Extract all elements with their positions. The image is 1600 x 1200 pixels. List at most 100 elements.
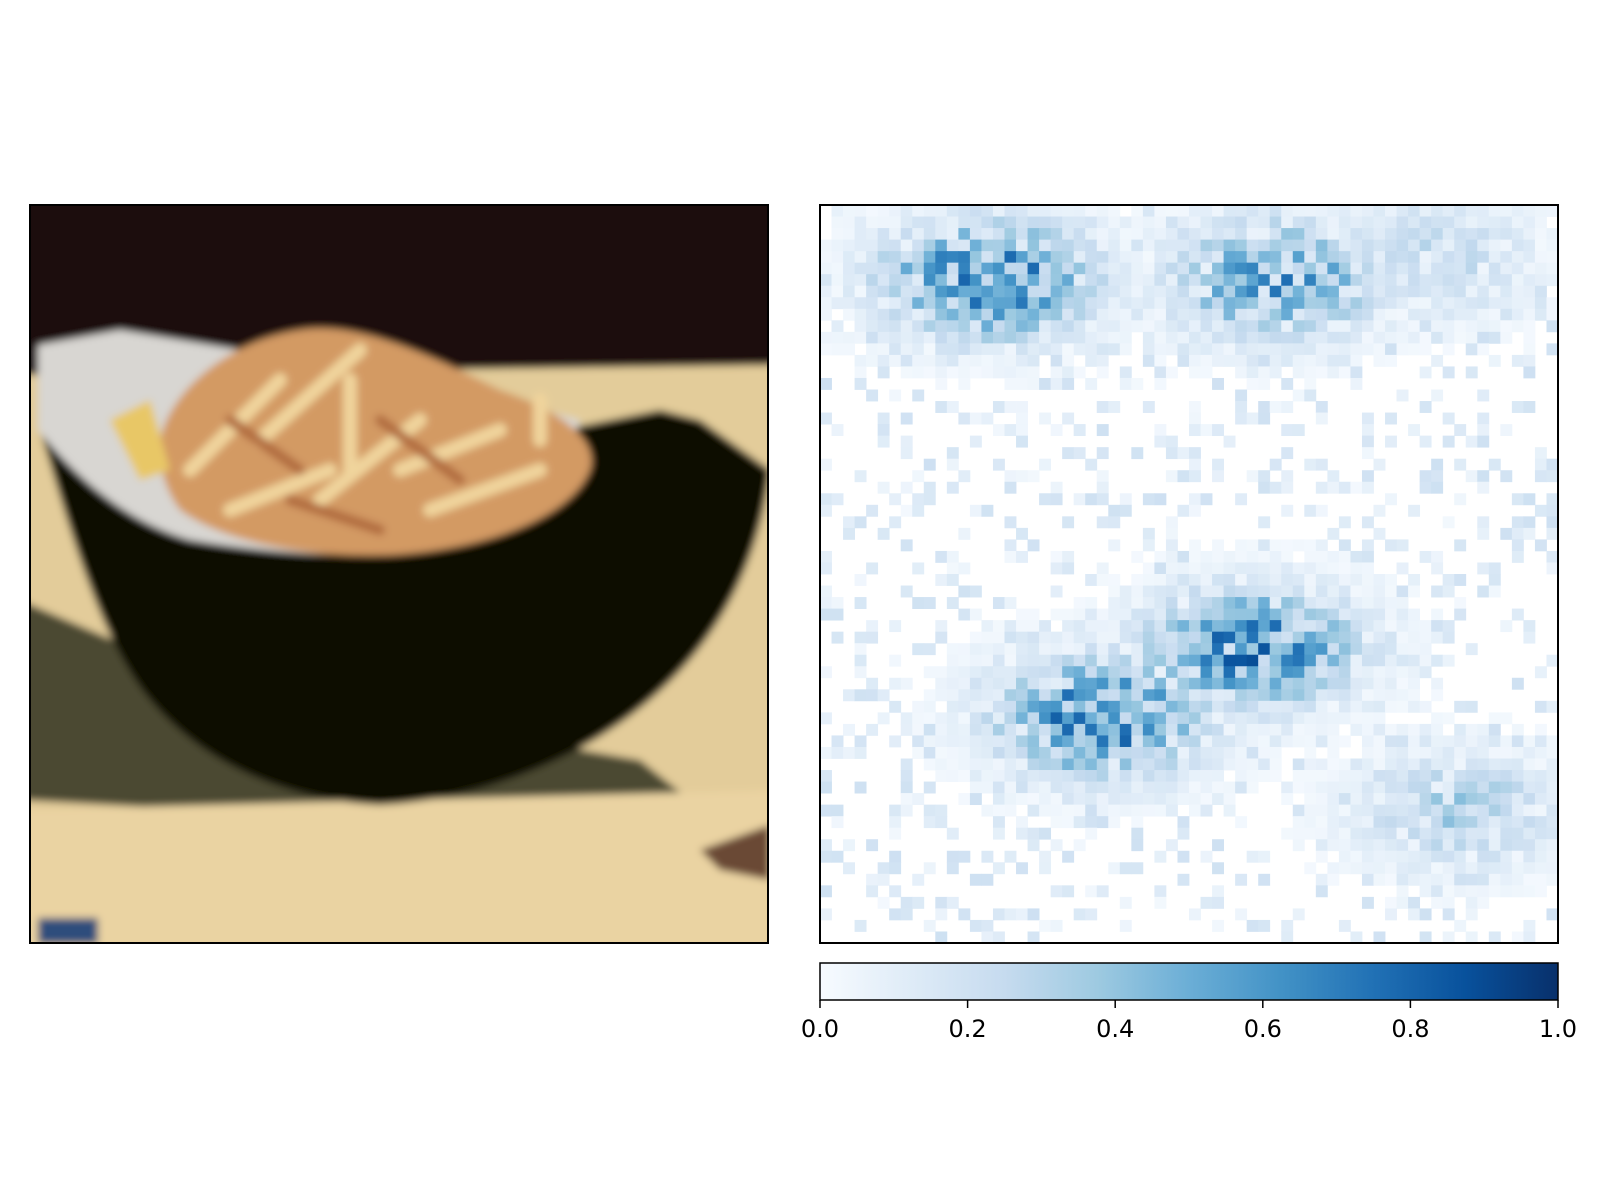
heatmap-cell — [1373, 631, 1386, 644]
heatmap-cell — [1534, 873, 1547, 886]
heatmap-cell — [1385, 285, 1397, 298]
heatmap-cell — [1154, 574, 1167, 586]
heatmap-cell — [1085, 758, 1098, 771]
heatmap-cell — [1246, 320, 1259, 333]
heatmap-cell — [1039, 412, 1052, 425]
heatmap-cell — [1258, 850, 1271, 863]
heatmap-cell — [1096, 793, 1109, 806]
heatmap-cell — [1246, 205, 1259, 217]
heatmap-cell — [1050, 919, 1063, 932]
heatmap-cell — [1281, 216, 1294, 229]
heatmap-cell — [992, 908, 1005, 921]
heatmap-cell — [923, 643, 936, 656]
heatmap-cell — [866, 723, 879, 736]
heatmap-cell — [1177, 262, 1190, 275]
heatmap-cell — [1338, 228, 1351, 240]
heatmap-cell — [1027, 839, 1040, 852]
heatmap-cell — [1442, 239, 1455, 252]
heatmap-cell — [1488, 804, 1501, 817]
heatmap-cell — [1546, 758, 1559, 771]
heatmap-cell — [1258, 631, 1271, 644]
heatmap-cell — [1258, 873, 1271, 886]
heatmap-cell — [1396, 597, 1409, 609]
heatmap-cell — [1419, 343, 1432, 356]
heatmap-cell — [1442, 850, 1455, 863]
heatmap-cell — [1385, 297, 1397, 310]
heatmap-cell — [1085, 654, 1098, 667]
heatmap-cell — [1361, 539, 1374, 552]
heatmap-cell — [1212, 239, 1224, 252]
heatmap-cell — [935, 770, 948, 782]
heatmap-cell — [1523, 331, 1536, 344]
heatmap-cell — [946, 308, 959, 321]
heatmap-cell — [1534, 470, 1547, 483]
heatmap-cell — [1039, 285, 1052, 298]
heatmap-cell — [1419, 804, 1432, 817]
heatmap-cell — [1281, 550, 1294, 563]
heatmap-cell — [1154, 216, 1167, 229]
heatmap-cell — [1119, 308, 1132, 321]
heatmap-cell — [1016, 320, 1028, 333]
heatmap-cell — [1454, 262, 1467, 275]
heatmap-cell — [1431, 758, 1444, 771]
heatmap-cell — [1465, 285, 1478, 298]
heatmap-cell — [1177, 816, 1190, 829]
heatmap-cell — [1396, 896, 1409, 909]
heatmap-cell — [992, 262, 1005, 275]
heatmap-cell — [1465, 770, 1478, 782]
heatmap-cell — [992, 251, 1005, 264]
heatmap-cell — [1304, 504, 1317, 517]
heatmap-cell — [1119, 343, 1132, 356]
heatmap-cell — [1442, 746, 1455, 759]
heatmap-cell — [1419, 723, 1432, 736]
heatmap-cell — [1189, 608, 1201, 621]
heatmap-cell — [1235, 331, 1248, 344]
heatmap-cell — [1131, 804, 1144, 817]
heatmap-cell — [1396, 262, 1409, 275]
heatmap-cell — [1327, 631, 1340, 644]
heatmap-cell — [854, 781, 867, 794]
heatmap-cell — [1154, 320, 1167, 333]
heatmap-cell — [1039, 712, 1052, 725]
heatmap-cell — [1269, 343, 1282, 356]
heatmap-cell — [1292, 274, 1305, 287]
heatmap-cell — [1546, 516, 1559, 529]
heatmap-cell — [1212, 839, 1224, 852]
heatmap-cell — [1292, 839, 1305, 852]
heatmap-cell — [1096, 816, 1109, 829]
heatmap-cell — [1223, 205, 1236, 217]
heatmap-cell — [1442, 931, 1455, 944]
heatmap-cell — [1004, 597, 1017, 609]
heatmap-cell — [1396, 746, 1409, 759]
heatmap-cell — [1108, 862, 1121, 875]
heatmap-cell — [1350, 700, 1363, 713]
heatmap-cell — [1131, 608, 1144, 621]
heatmap-cell — [1534, 539, 1547, 552]
heatmap-cell — [1258, 620, 1271, 633]
heatmap-cell — [1327, 862, 1340, 875]
heatmap-cell — [946, 251, 959, 264]
heatmap-cell — [981, 654, 994, 667]
heatmap-cell — [900, 435, 913, 448]
heatmap-cell — [1281, 320, 1294, 333]
heatmap-cell — [1315, 735, 1328, 748]
heatmap-cell — [1304, 608, 1317, 621]
heatmap-cell — [1385, 239, 1397, 252]
heatmap-cell — [1165, 574, 1178, 586]
heatmap-cell — [1246, 308, 1259, 321]
heatmap-cell — [1062, 712, 1075, 725]
heatmap-cell — [1431, 793, 1444, 806]
heatmap-cell — [1465, 827, 1478, 840]
heatmap-cell — [1189, 677, 1201, 690]
heatmap-cell — [1085, 908, 1098, 921]
heatmap-cell — [1200, 574, 1213, 586]
heatmap-cell — [1454, 239, 1467, 252]
heatmap-cell — [1454, 424, 1467, 437]
heatmap-cell — [1142, 343, 1155, 356]
heatmap-cell — [1327, 481, 1340, 494]
heatmap-cell — [935, 712, 948, 725]
heatmap-cell — [1165, 539, 1178, 552]
heatmap-cell — [1119, 585, 1132, 598]
heatmap-cell — [1385, 262, 1397, 275]
heatmap-cell — [1327, 793, 1340, 806]
